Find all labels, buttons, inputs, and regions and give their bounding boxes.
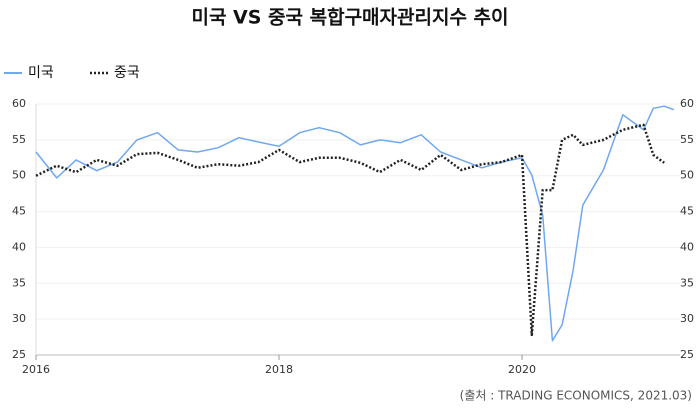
y-tick-label: 30: [12, 312, 26, 325]
y-tick-label: 60: [12, 97, 26, 110]
legend-label: 미국: [28, 65, 54, 81]
y2-tick-label: 25: [680, 348, 694, 361]
chart-title: 미국 VS 중국 복합구매자관리지수 추이: [191, 7, 508, 29]
y-tick-label: 35: [12, 276, 26, 289]
x-tick-label: 2016: [22, 363, 50, 376]
y2-tick-label: 45: [680, 205, 694, 218]
y-tick-label: 40: [12, 240, 26, 253]
y-tick-label: 45: [12, 205, 26, 218]
y2-tick-label: 50: [680, 169, 694, 182]
y-tick-label: 55: [12, 133, 26, 146]
y-tick-label: 25: [12, 348, 26, 361]
y2-tick-label: 60: [680, 97, 694, 110]
y2-tick-label: 55: [680, 133, 694, 146]
y2-tick-label: 40: [680, 240, 694, 253]
x-tick-label: 2020: [508, 363, 536, 376]
y-tick-label: 50: [12, 169, 26, 182]
series-line: [35, 105, 675, 342]
legend-label: 중국: [114, 65, 140, 81]
y2-tick-label: 30: [680, 312, 694, 325]
x-tick-label: 2018: [265, 363, 293, 376]
y2-tick-label: 35: [680, 276, 694, 289]
series-line: [35, 123, 665, 337]
source: (출처 : TRADING ECONOMICS, 2021.03): [460, 389, 692, 403]
